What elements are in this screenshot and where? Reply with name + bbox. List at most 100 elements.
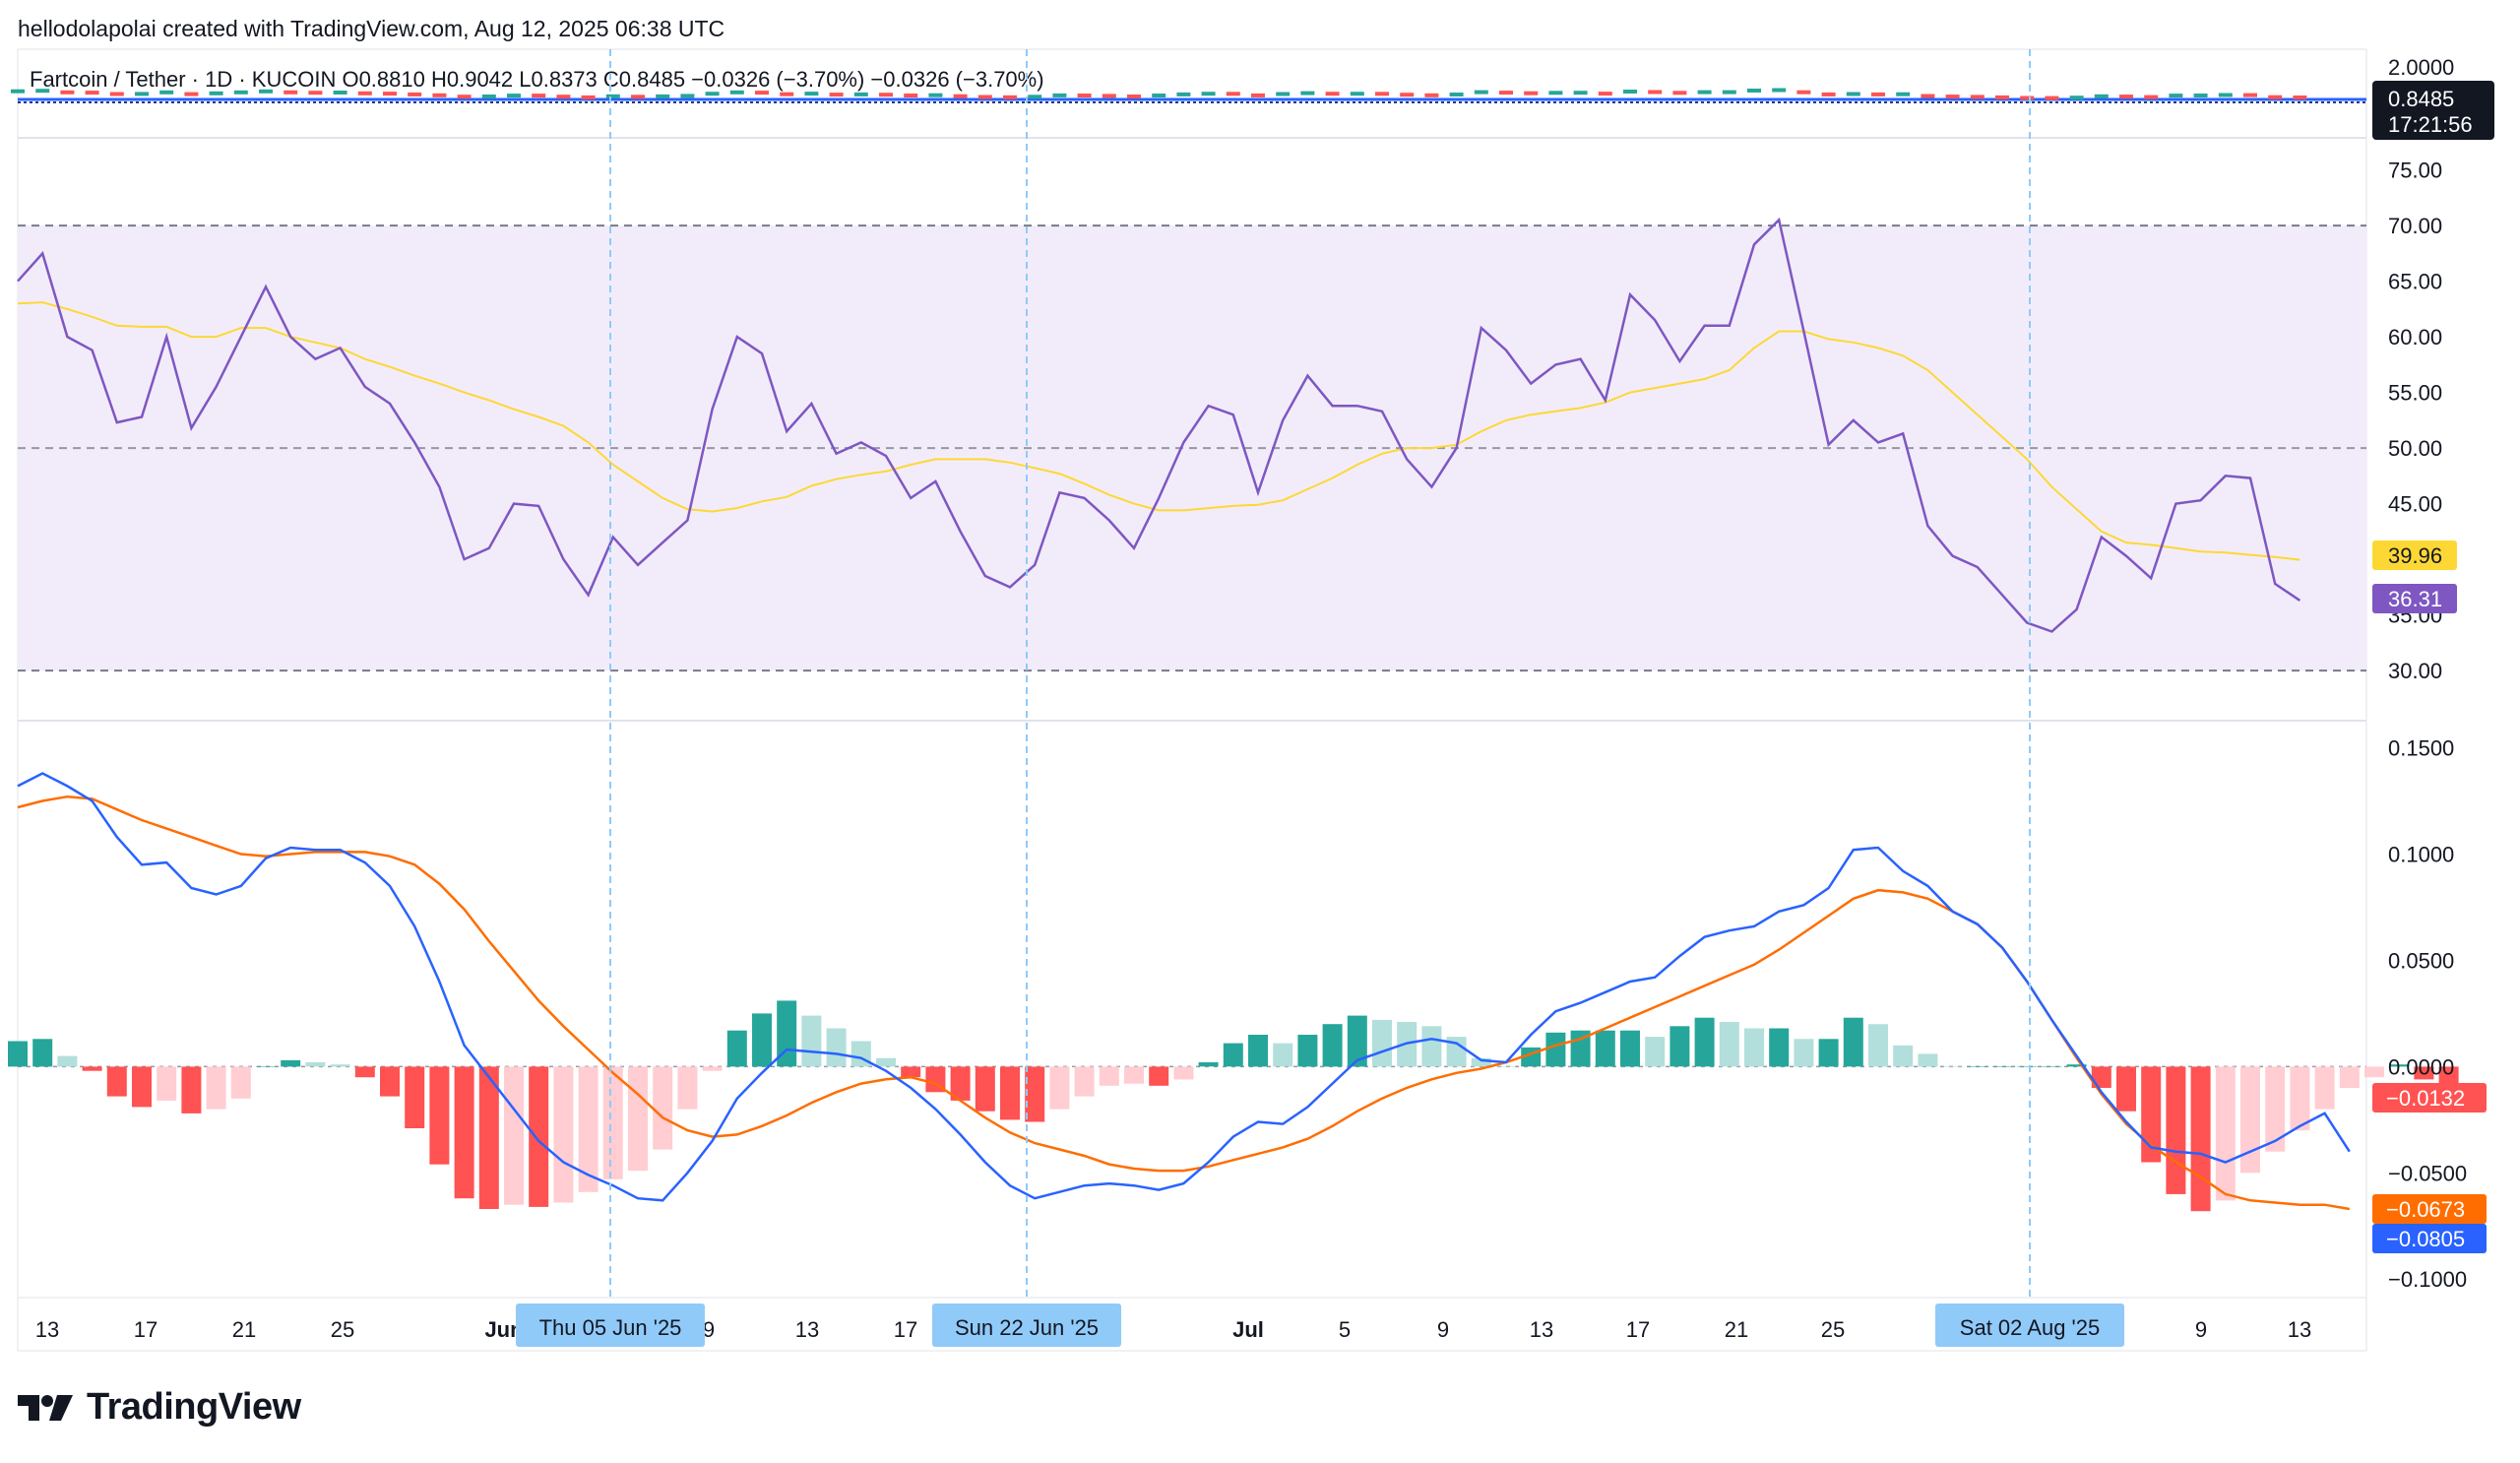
macd-histogram-bar xyxy=(380,1066,400,1097)
price-candle xyxy=(11,89,25,94)
macd-y-tick-label: 0.0500 xyxy=(2388,948,2454,973)
price-candle xyxy=(481,95,496,98)
macd-histogram-bar xyxy=(2240,1066,2260,1174)
signal-last-value: −0.0673 xyxy=(2386,1197,2465,1222)
price-candle xyxy=(333,91,347,95)
rsi-ma-last-value: 39.96 xyxy=(2388,543,2442,568)
price-candle xyxy=(2144,95,2159,99)
price-candle xyxy=(1846,92,1860,96)
chart-attribution: hellodolapolai created with TradingView.… xyxy=(18,16,725,41)
macd-histogram-bar xyxy=(2314,1066,2335,1110)
price-candle xyxy=(457,95,472,99)
price-candle xyxy=(1747,89,1761,93)
macd-histogram-bar xyxy=(1025,1066,1045,1122)
price-candle xyxy=(284,90,298,95)
price-candle xyxy=(184,92,199,96)
rsi-pane[interactable]: 75.0070.0065.0060.0055.0050.0045.0040.00… xyxy=(17,159,2457,684)
price-candle xyxy=(1003,95,1017,99)
price-candle xyxy=(2045,95,2059,100)
time-axis-tick-label: 17 xyxy=(894,1317,917,1342)
price-candle xyxy=(1077,94,1092,97)
price-candle xyxy=(904,94,918,97)
price-candle xyxy=(680,94,695,98)
price-candle xyxy=(1350,92,1364,96)
macd-histogram-bar xyxy=(553,1066,574,1203)
symbol-info-line: Fartcoin / Tether · 1D · KUCOIN O0.8810 … xyxy=(30,67,1044,92)
price-candle xyxy=(408,92,422,96)
price-candle xyxy=(109,92,124,96)
price-candle xyxy=(1152,94,1166,97)
macd-pane[interactable]: 0.1500 0.1000 0.0500 0.0000 −0.0500 −0.1000 −… xyxy=(8,736,2487,1293)
rsi-last-value-tag xyxy=(2372,584,2457,613)
price-candle xyxy=(705,92,720,96)
macd-histogram-bar xyxy=(106,1066,127,1097)
time-axis-tick-label: 9 xyxy=(2195,1317,2207,1342)
price-candle xyxy=(135,92,149,96)
tradingview-brand[interactable]: TradingView xyxy=(18,1386,301,1429)
macd-histogram-bar xyxy=(429,1066,450,1165)
price-candle xyxy=(1201,92,1216,96)
macd-histogram-bar xyxy=(1595,1030,1615,1067)
rsi-y-tick-label: 65.00 xyxy=(2388,270,2442,294)
price-candle xyxy=(1424,93,1439,97)
price-candle xyxy=(233,90,248,95)
macd-histogram-bar xyxy=(2414,1066,2434,1080)
macd-histogram-bar xyxy=(1918,1053,1938,1067)
macd-histogram-bar xyxy=(1893,1045,1914,1067)
macd-histogram-bar xyxy=(1124,1066,1144,1084)
macd-histogram-bar xyxy=(256,1066,276,1067)
price-candle xyxy=(853,92,868,96)
price-candle xyxy=(928,93,943,97)
tradingview-logo-icon xyxy=(18,1394,73,1421)
macd-last-value: −0.0805 xyxy=(2386,1227,2465,1251)
price-pane[interactable]: Fartcoin / Tether · 1D · KUCOIN O0.8810 … xyxy=(11,55,2494,140)
price-candle xyxy=(432,93,447,97)
rsi-y-tick-label: 30.00 xyxy=(2388,659,2442,683)
macd-histogram-bar xyxy=(975,1066,995,1112)
price-candle xyxy=(1871,92,1885,96)
price-candle xyxy=(977,95,992,99)
price-candle xyxy=(1648,90,1663,95)
rsi-y-tick-label: 60.00 xyxy=(2388,325,2442,350)
price-candle xyxy=(60,90,75,95)
price-candle xyxy=(1970,95,1984,99)
macd-histogram-bar xyxy=(132,1066,152,1108)
price-candle xyxy=(829,93,844,97)
price-candle xyxy=(1499,91,1513,95)
macd-histogram xyxy=(8,1000,2459,1212)
rsi-ma-last-value-tag xyxy=(2372,541,2457,570)
macd-histogram-bar xyxy=(752,1013,772,1067)
price-candle xyxy=(2243,93,2257,97)
price-candle xyxy=(1300,91,1315,95)
macd-histogram-bar xyxy=(1670,1026,1690,1067)
macd-histogram-bar xyxy=(1198,1062,1219,1067)
price-candle xyxy=(357,91,372,95)
macd-histogram-bar xyxy=(1149,1066,1169,1086)
time-axis-tick-label: 21 xyxy=(1725,1317,1748,1342)
time-axis-tick-label: 21 xyxy=(232,1317,256,1342)
macd-histogram-bar xyxy=(653,1066,673,1150)
rsi-line xyxy=(17,217,2301,633)
macd-histogram-bar xyxy=(330,1064,350,1067)
price-candle xyxy=(1251,93,1265,97)
crosshair-date-tag xyxy=(516,1304,705,1347)
price-candle xyxy=(209,91,223,95)
price-candle xyxy=(1623,90,1637,94)
macd-histogram-bar xyxy=(1297,1035,1318,1067)
last-price-tag xyxy=(2372,81,2494,140)
price-candle xyxy=(1028,95,1042,99)
macd-y-tick-label: −0.1000 xyxy=(2388,1267,2467,1292)
macd-histogram-bar xyxy=(1372,1019,1392,1067)
time-axis-tick-label: 25 xyxy=(331,1317,354,1342)
macd-histogram-bar xyxy=(1273,1043,1293,1067)
macd-histogram-bar xyxy=(1248,1035,1268,1067)
macd-y-tick-label: 0.1000 xyxy=(2388,843,2454,867)
macd-histogram-bar xyxy=(1099,1066,1119,1086)
macd-y-tick-label: −0.0500 xyxy=(2388,1161,2467,1185)
price-candle xyxy=(953,94,968,98)
macd-histogram-bar xyxy=(82,1066,102,1071)
price-candle xyxy=(1598,92,1612,96)
price-candle xyxy=(1127,95,1141,98)
